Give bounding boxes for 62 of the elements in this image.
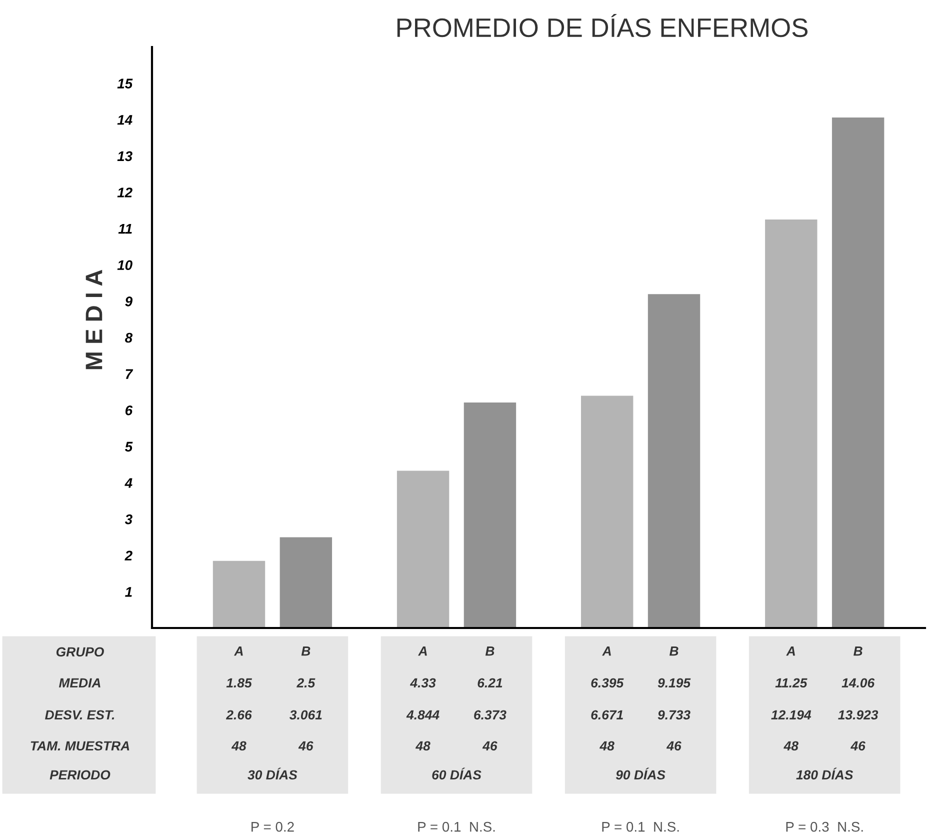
text: 60 DÍAS: [432, 768, 482, 780]
y-tick-label: 3: [124, 514, 132, 524]
text: 46: [666, 741, 682, 751]
text: 11.25: [775, 678, 808, 688]
text: 12.194: [771, 710, 812, 720]
y-tick-label: 11: [118, 224, 132, 234]
x-tick-label: B: [485, 646, 494, 656]
text: 1.85: [226, 678, 252, 688]
y-tick-label: 14: [117, 115, 132, 125]
chart-title: PROMEDIO DE DÍAS ENFERMOS: [397, 14, 808, 38]
text: P = 0.1 N.S.: [602, 822, 679, 832]
text: 46: [850, 741, 866, 751]
text: 9.195: [658, 678, 691, 688]
y-tick-label: 15: [117, 78, 133, 88]
text: P = 0.2: [252, 822, 294, 832]
x-tick-label: B: [669, 646, 678, 656]
x-tick-label: A: [602, 646, 611, 656]
text: 46: [482, 741, 498, 751]
text: 46: [298, 741, 314, 751]
y-tick-label: 6: [125, 405, 133, 416]
x-tick-label: A: [786, 646, 795, 656]
y-tick-label: 12: [117, 188, 132, 198]
y-tick-label: 5: [124, 442, 133, 452]
text: 3.061: [290, 710, 322, 720]
y-tick-label: 1: [125, 587, 132, 597]
text: PERIODO: [50, 770, 110, 780]
text: P = 0.3 N.S.: [786, 822, 863, 832]
text: MEDIA: [58, 678, 100, 688]
text: 48: [231, 741, 246, 751]
text: 4.844: [406, 710, 440, 720]
text: 90 DÍAS: [616, 768, 666, 780]
text: 9.733: [658, 710, 690, 720]
text: 6.671: [591, 710, 623, 720]
text: 48: [784, 741, 798, 751]
text: 2.5: [296, 678, 316, 688]
y-tick-label: 4: [124, 478, 132, 488]
text: DESV. EST.: [45, 710, 114, 720]
y-axis-title: M E D I A: [86, 270, 102, 370]
y-tick-label: 8: [125, 332, 133, 343]
text: 6.373: [474, 710, 506, 720]
x-tick-label: B: [301, 646, 310, 656]
text: 30 DÍAS: [248, 768, 298, 780]
x-tick-label: B: [854, 646, 862, 656]
x-tick-label: A: [234, 646, 243, 656]
x-tick-label: A: [418, 646, 427, 656]
text: P = 0.1 N.S.: [418, 822, 495, 832]
text: 48: [600, 741, 614, 751]
text: 48: [415, 741, 430, 751]
text: 13.923: [838, 710, 878, 720]
text: 6.395: [591, 678, 624, 688]
text: 4.33: [410, 678, 436, 688]
y-tick-label: 7: [126, 369, 134, 379]
text: 6.21: [478, 678, 502, 688]
y-tick-label: 13: [117, 151, 132, 162]
text: GRUPO: [56, 647, 104, 657]
y-tick-label: 2: [124, 550, 132, 560]
y-tick-label: 9: [125, 296, 132, 306]
text: 180 DÍAS: [796, 768, 854, 780]
text: 2.66: [226, 710, 252, 720]
text: 14.06: [842, 678, 875, 688]
text: TAM. MUESTRA: [30, 741, 130, 751]
y-tick-label: 10: [117, 260, 132, 270]
